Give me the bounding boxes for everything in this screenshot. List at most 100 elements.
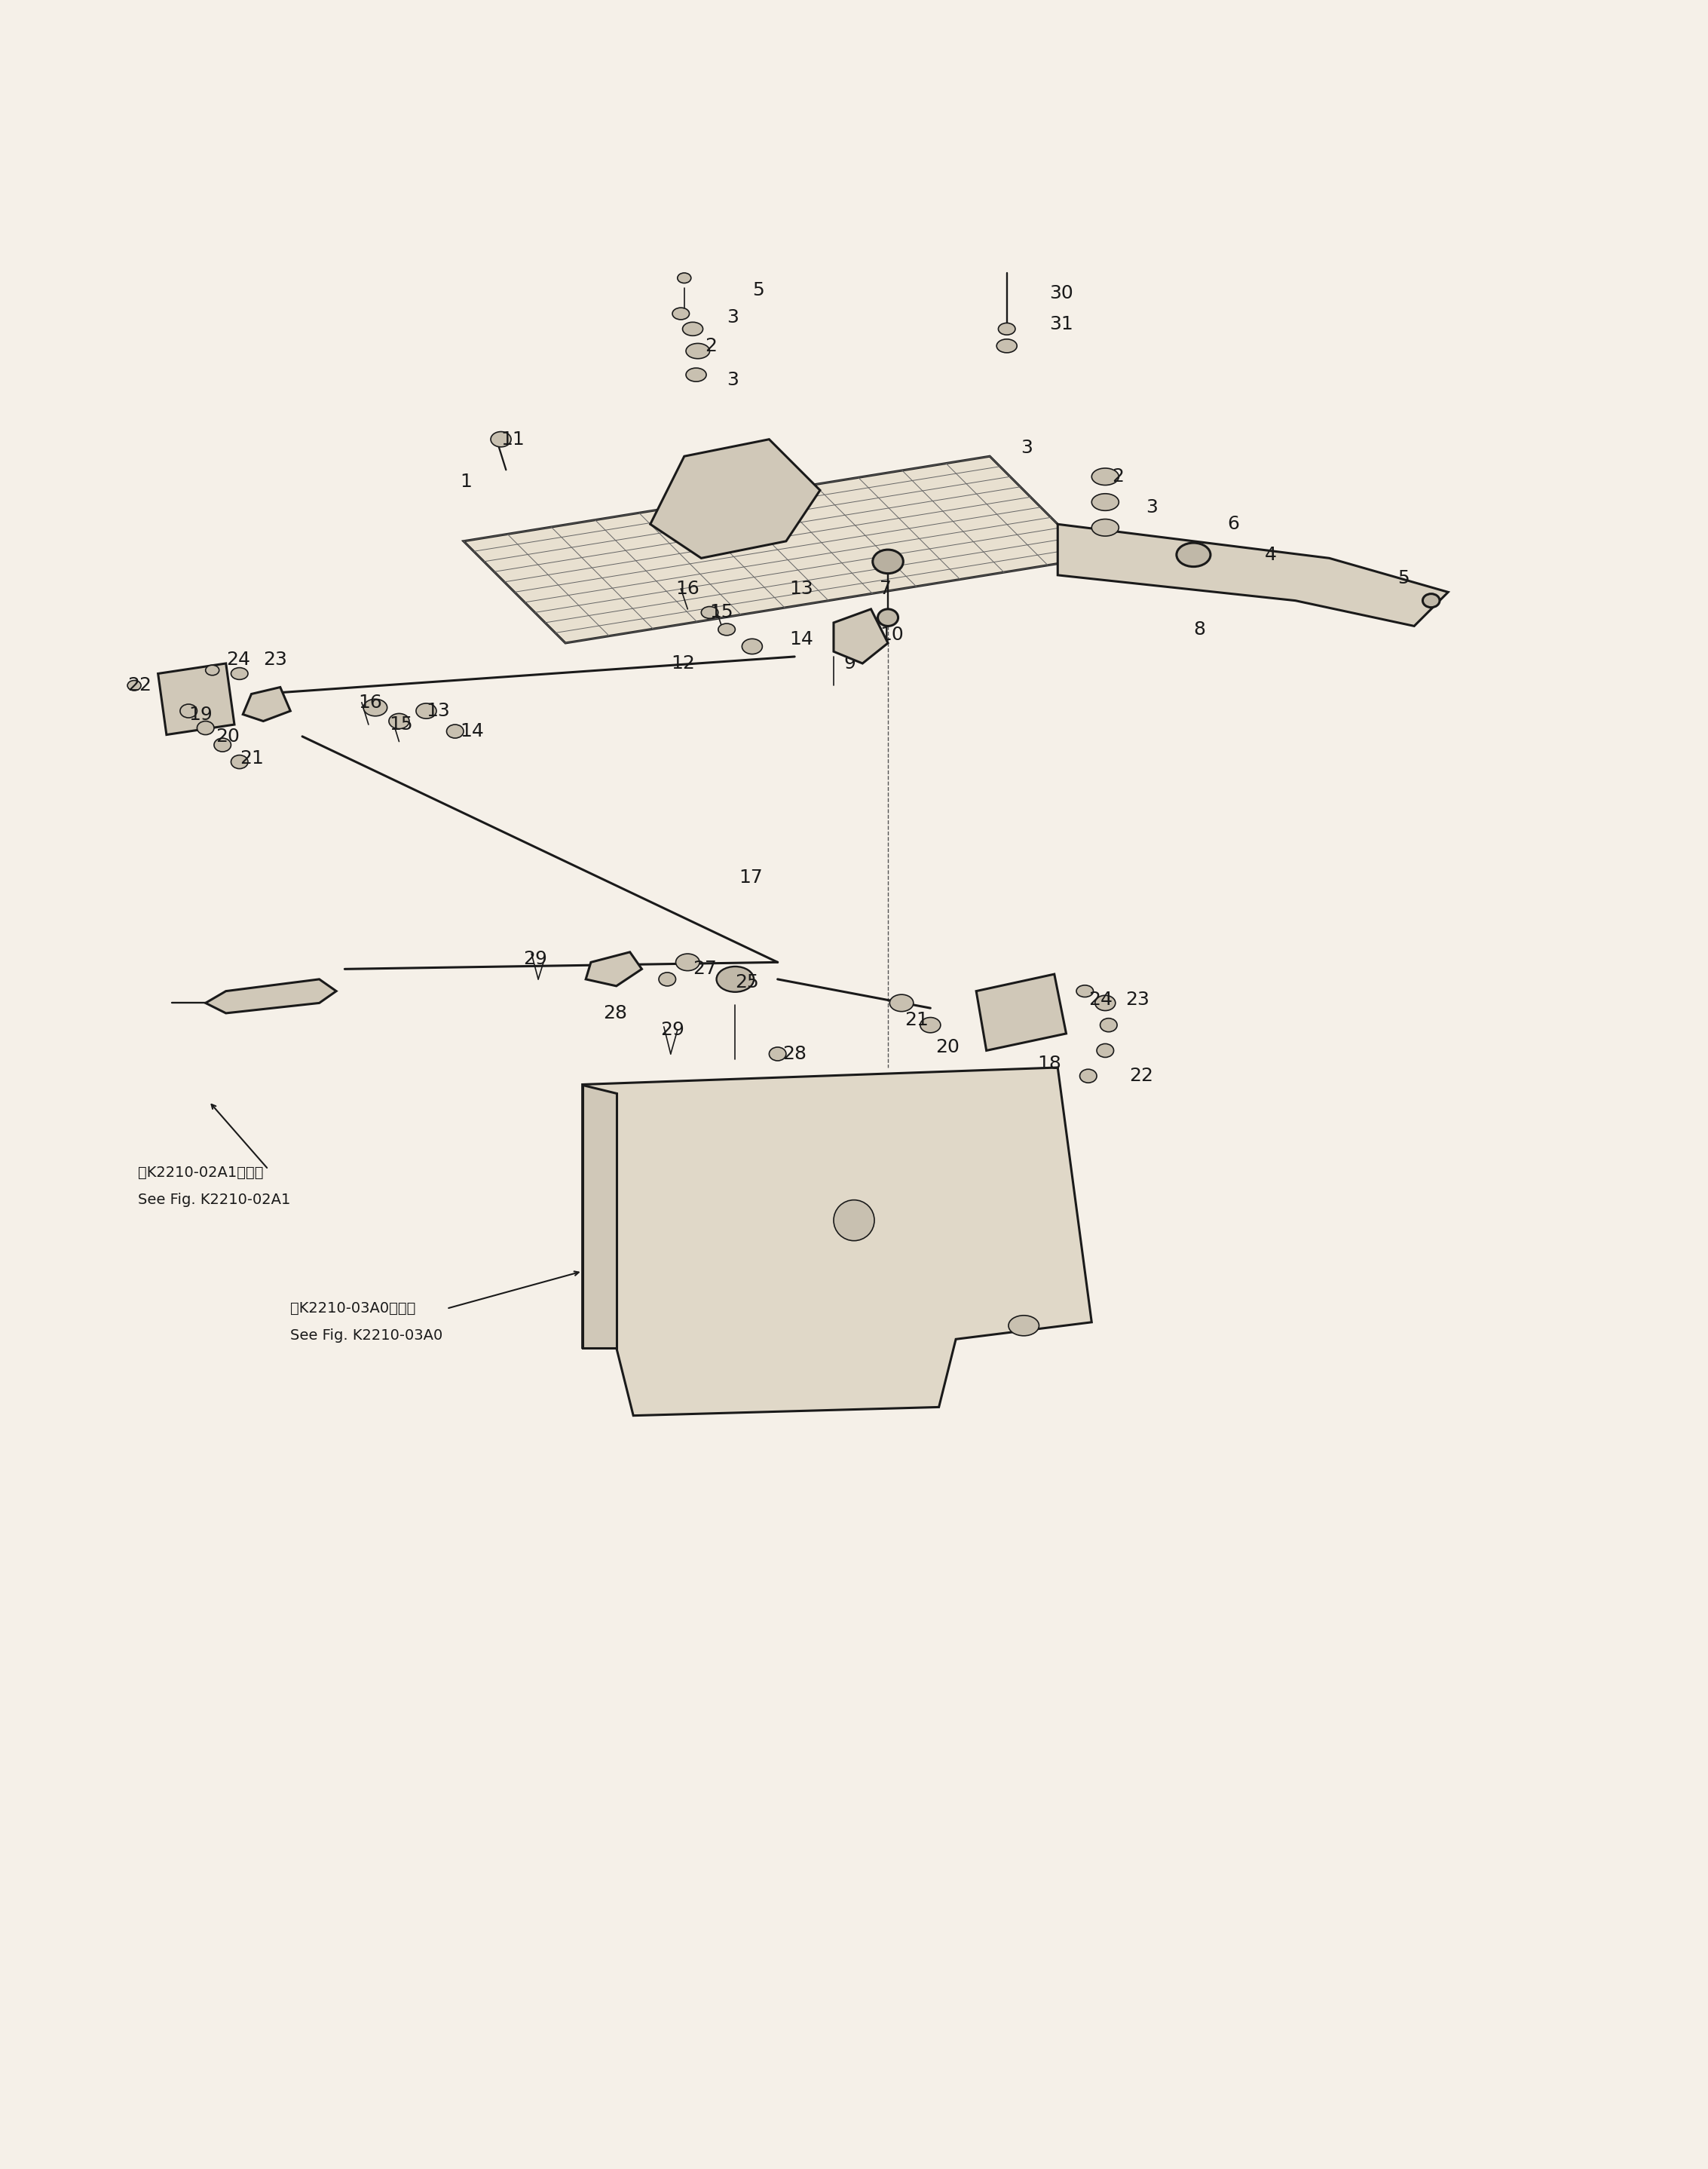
Text: 6: 6 bbox=[1228, 516, 1240, 534]
Ellipse shape bbox=[873, 549, 904, 573]
Text: 16: 16 bbox=[359, 694, 383, 711]
Text: 17: 17 bbox=[738, 868, 762, 887]
Text: 3: 3 bbox=[726, 308, 738, 325]
Text: 19: 19 bbox=[188, 705, 212, 724]
Ellipse shape bbox=[1423, 594, 1440, 607]
Ellipse shape bbox=[717, 479, 760, 510]
Ellipse shape bbox=[996, 338, 1016, 354]
Ellipse shape bbox=[678, 273, 692, 284]
Text: 23: 23 bbox=[1126, 991, 1149, 1009]
Text: See Fig. K2210-03A0: See Fig. K2210-03A0 bbox=[290, 1330, 442, 1343]
Ellipse shape bbox=[687, 343, 711, 358]
Ellipse shape bbox=[676, 954, 700, 972]
Text: 30: 30 bbox=[1049, 284, 1073, 301]
Ellipse shape bbox=[214, 737, 231, 753]
Ellipse shape bbox=[769, 1048, 786, 1061]
Text: 3: 3 bbox=[726, 371, 738, 388]
Text: 12: 12 bbox=[671, 655, 695, 672]
Ellipse shape bbox=[702, 607, 717, 618]
Polygon shape bbox=[159, 664, 234, 735]
Text: 23: 23 bbox=[263, 651, 287, 668]
Text: 26: 26 bbox=[608, 961, 632, 978]
Text: 第K2210-02A1図参照: 第K2210-02A1図参照 bbox=[138, 1165, 263, 1180]
Text: 29: 29 bbox=[523, 950, 547, 967]
Ellipse shape bbox=[997, 323, 1015, 334]
Text: 10: 10 bbox=[880, 625, 904, 644]
Text: 4: 4 bbox=[1266, 547, 1278, 564]
Polygon shape bbox=[205, 978, 336, 1013]
Ellipse shape bbox=[1091, 469, 1119, 486]
Ellipse shape bbox=[128, 681, 142, 690]
Text: 21: 21 bbox=[905, 1011, 929, 1028]
Text: 28: 28 bbox=[782, 1045, 806, 1063]
Ellipse shape bbox=[389, 714, 410, 729]
Polygon shape bbox=[651, 440, 820, 557]
Text: See Fig. K2210-02A1: See Fig. K2210-02A1 bbox=[138, 1193, 290, 1208]
Ellipse shape bbox=[1091, 495, 1119, 510]
Polygon shape bbox=[834, 609, 888, 664]
Ellipse shape bbox=[659, 972, 676, 987]
Text: 24: 24 bbox=[1088, 991, 1112, 1009]
Ellipse shape bbox=[490, 432, 511, 447]
Ellipse shape bbox=[717, 623, 734, 636]
Ellipse shape bbox=[878, 609, 898, 627]
Text: 20: 20 bbox=[215, 727, 239, 746]
Ellipse shape bbox=[1095, 996, 1115, 1011]
Text: 13: 13 bbox=[789, 579, 813, 599]
Text: 20: 20 bbox=[936, 1039, 960, 1056]
Text: 14: 14 bbox=[789, 631, 813, 649]
Text: 16: 16 bbox=[676, 579, 700, 599]
Text: 9: 9 bbox=[844, 655, 856, 672]
Ellipse shape bbox=[1079, 1069, 1097, 1082]
Text: 14: 14 bbox=[459, 722, 483, 740]
Ellipse shape bbox=[205, 666, 219, 675]
Text: 24: 24 bbox=[225, 651, 249, 668]
Polygon shape bbox=[586, 952, 642, 987]
Text: 28: 28 bbox=[603, 1004, 627, 1022]
Ellipse shape bbox=[196, 720, 214, 735]
Text: 3: 3 bbox=[1020, 438, 1032, 458]
Polygon shape bbox=[1057, 525, 1448, 627]
Ellipse shape bbox=[1100, 1017, 1117, 1032]
Text: 18: 18 bbox=[1037, 1054, 1061, 1074]
Polygon shape bbox=[582, 1067, 1091, 1416]
Ellipse shape bbox=[683, 323, 704, 336]
Ellipse shape bbox=[1091, 518, 1119, 536]
Text: 8: 8 bbox=[1194, 620, 1206, 638]
Polygon shape bbox=[243, 688, 290, 720]
Ellipse shape bbox=[673, 308, 690, 319]
Ellipse shape bbox=[364, 698, 388, 716]
Ellipse shape bbox=[1097, 1043, 1114, 1056]
Ellipse shape bbox=[231, 755, 248, 768]
Text: 21: 21 bbox=[239, 750, 263, 768]
Ellipse shape bbox=[179, 705, 196, 718]
Ellipse shape bbox=[716, 967, 753, 991]
Text: 29: 29 bbox=[661, 1022, 685, 1039]
Ellipse shape bbox=[1177, 542, 1211, 566]
Ellipse shape bbox=[446, 724, 463, 737]
Text: 25: 25 bbox=[734, 974, 758, 991]
Text: 13: 13 bbox=[427, 703, 451, 720]
Ellipse shape bbox=[417, 703, 437, 718]
Ellipse shape bbox=[1076, 985, 1093, 998]
Text: 27: 27 bbox=[693, 961, 717, 978]
Circle shape bbox=[834, 1199, 874, 1241]
Ellipse shape bbox=[741, 640, 762, 655]
Text: 15: 15 bbox=[711, 603, 733, 623]
Text: 7: 7 bbox=[880, 579, 892, 599]
Text: 3: 3 bbox=[1146, 499, 1158, 516]
Text: 31: 31 bbox=[1049, 315, 1073, 332]
Polygon shape bbox=[582, 1084, 617, 1347]
Ellipse shape bbox=[890, 996, 914, 1011]
Polygon shape bbox=[463, 455, 1091, 642]
Text: 11: 11 bbox=[500, 429, 524, 449]
Polygon shape bbox=[977, 974, 1066, 1050]
Text: 5: 5 bbox=[1397, 570, 1409, 588]
Ellipse shape bbox=[687, 369, 707, 382]
Text: 第K2210-03A0図参照: 第K2210-03A0図参照 bbox=[290, 1301, 415, 1317]
Text: 1: 1 bbox=[459, 473, 471, 490]
Ellipse shape bbox=[231, 668, 248, 679]
Ellipse shape bbox=[854, 633, 871, 646]
Text: 22: 22 bbox=[128, 677, 152, 694]
Text: 22: 22 bbox=[1129, 1067, 1153, 1084]
